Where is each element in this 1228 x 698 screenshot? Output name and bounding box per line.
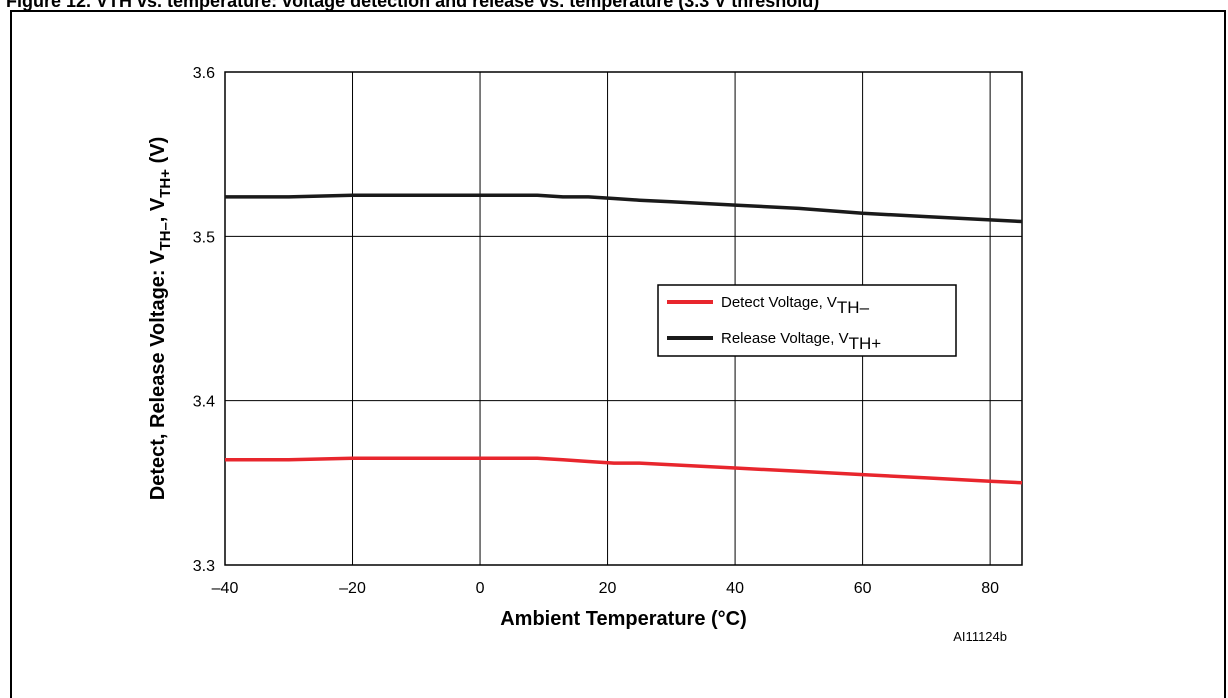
- y-axis-title-base: Detect, Release Voltage: V: [147, 250, 169, 500]
- y-tick-labels: 3.3 3.4 3.5 3.6: [193, 65, 215, 575]
- legend-label-release-name: Release Voltage, V: [721, 330, 849, 347]
- y-axis-title: Detect, Release Voltage: VTH–, VTH+ (V): [147, 137, 174, 501]
- y-tick-label: 3.5: [193, 229, 215, 246]
- legend: Detect Voltage, VTH– Release Voltage, VT…: [657, 284, 957, 357]
- legend-label-detect-sub: TH–: [837, 298, 870, 317]
- plot-area: [224, 71, 1023, 566]
- x-tick-label: –20: [339, 580, 366, 597]
- legend-box: [657, 284, 957, 357]
- x-tick-label: 20: [599, 580, 617, 597]
- x-tick-label: 0: [476, 580, 485, 597]
- x-tick-label: 60: [854, 580, 872, 597]
- y-tick-label: 3.6: [193, 65, 215, 82]
- legend-label-release: Release Voltage, VTH+: [721, 330, 881, 353]
- y-axis-title-mid: , V: [147, 197, 169, 222]
- x-tick-label: –40: [212, 580, 239, 597]
- y-axis-title-sub1: TH–: [157, 222, 174, 250]
- figure-frame: [10, 10, 1226, 698]
- x-tick-label: 80: [981, 580, 999, 597]
- y-axis-title-sub2: TH+: [157, 169, 174, 198]
- legend-label-detect-name: Detect Voltage, V: [721, 294, 837, 311]
- series-layer: [225, 193, 1023, 485]
- figure-id: AI11124b: [953, 629, 1007, 644]
- series-line-release: [225, 193, 1023, 224]
- y-axis-title-tail: (V): [147, 137, 169, 169]
- x-axis-title: Ambient Temperature (°C): [500, 608, 747, 630]
- y-tick-label: 3.4: [193, 394, 215, 411]
- x-tick-label: 40: [726, 580, 744, 597]
- figure-caption: Figure 12. VTH vs. temperature: voltage …: [6, 0, 820, 11]
- series-line-detect: [225, 456, 1023, 485]
- legend-label-detect: Detect Voltage, VTH–: [721, 294, 870, 317]
- x-tick-labels: –40 –20 0 20 40 60 80: [212, 580, 999, 597]
- legend-label-release-sub: TH+: [849, 334, 882, 353]
- y-tick-label: 3.3: [193, 558, 215, 575]
